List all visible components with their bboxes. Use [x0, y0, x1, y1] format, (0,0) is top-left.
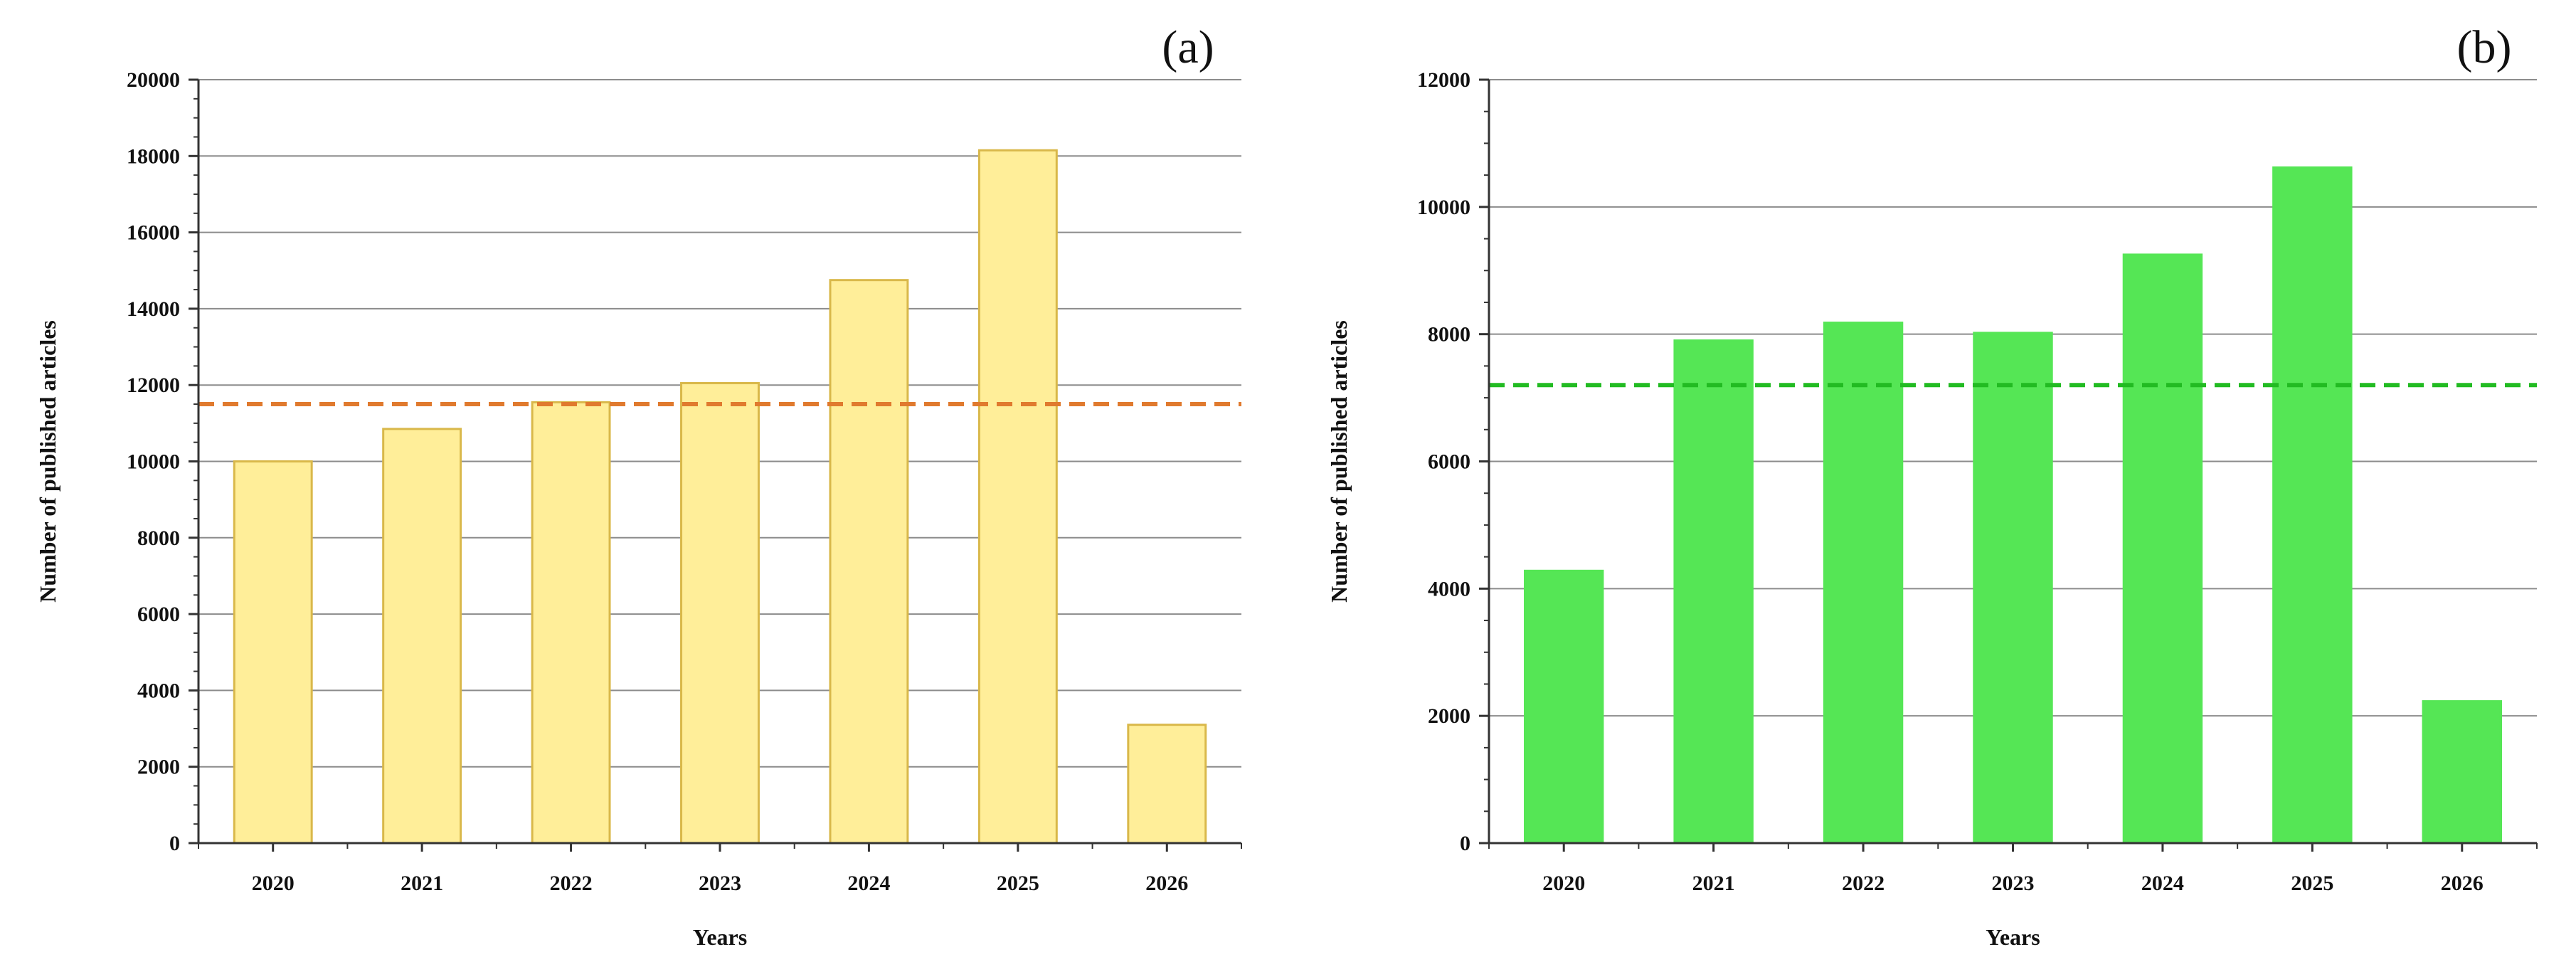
panel-label: (a) [1162, 21, 1214, 73]
y-tick-label: 0 [169, 832, 180, 855]
y-tick-label: 0 [1460, 832, 1470, 855]
panel-b: 0 2000 4000 6000 8000 10000 12000 2020 2021 2022 2… [1326, 21, 2538, 950]
x-tick-label: 2021 [1692, 872, 1735, 895]
y-tick-label: 4000 [137, 679, 180, 702]
x-tick-label: 2026 [2441, 872, 2484, 895]
y-axis-title: Number of published articles [1326, 320, 1352, 603]
bar-2024 [2122, 253, 2203, 845]
x-tick-label: 2024 [2141, 872, 2184, 895]
y-tick-label: 4000 [1428, 577, 1470, 600]
x-tick-label: 2020 [1542, 872, 1585, 895]
y-tick-label: 18000 [127, 144, 180, 168]
x-axis-title: Years [1986, 924, 2040, 950]
x-tick-label: 2025 [2291, 872, 2333, 895]
panel-label: (b) [2457, 21, 2512, 73]
x-tick-label: 2021 [401, 872, 443, 895]
bar-2025 [2272, 166, 2353, 845]
x-tick-label: 2026 [1145, 872, 1188, 895]
bar-2022 [1823, 322, 1904, 845]
bar-2020 [1524, 569, 1604, 845]
y-tick-label: 2000 [137, 756, 180, 779]
x-tick-label: 2020 [252, 872, 295, 895]
x-tick-label: 2024 [847, 872, 890, 895]
bar-2023 [1973, 332, 2053, 845]
bar-2022 [531, 401, 611, 845]
x-tick-label: 2023 [1992, 872, 2035, 895]
bar-2020 [233, 460, 313, 845]
y-tick-label: 6000 [137, 603, 180, 626]
panel-a: 0 2000 4000 6000 8000 10000 12000 14000 16000 180… [35, 21, 1242, 950]
y-tick-label: 2000 [1428, 704, 1470, 728]
y-tick-label: 8000 [137, 526, 180, 550]
y-tick-label: 10000 [1417, 196, 1470, 219]
y-tick-label: 8000 [1428, 323, 1470, 346]
y-tick-label: 20000 [127, 68, 180, 92]
bar-2024 [829, 279, 909, 845]
y-axis-title: Number of published articles [35, 320, 60, 603]
x-tick-label: 2022 [1842, 872, 1885, 895]
y-tick-label: 12000 [1417, 68, 1470, 92]
x-tick-label: 2025 [997, 872, 1039, 895]
bar-2021 [382, 428, 462, 845]
bar-2021 [1673, 339, 1754, 845]
bar-2025 [977, 149, 1058, 845]
x-tick-label: 2022 [550, 872, 593, 895]
bar-2026 [2422, 700, 2502, 845]
x-axis-title: Years [693, 924, 747, 950]
x-tick-label: 2023 [699, 872, 741, 895]
bar-2026 [1127, 724, 1207, 845]
y-tick-label: 12000 [127, 374, 180, 397]
y-tick-label: 14000 [127, 297, 180, 321]
bar-2023 [680, 382, 760, 845]
y-tick-label: 6000 [1428, 450, 1470, 474]
y-tick-label: 16000 [127, 221, 180, 245]
y-tick-label: 10000 [127, 450, 180, 474]
